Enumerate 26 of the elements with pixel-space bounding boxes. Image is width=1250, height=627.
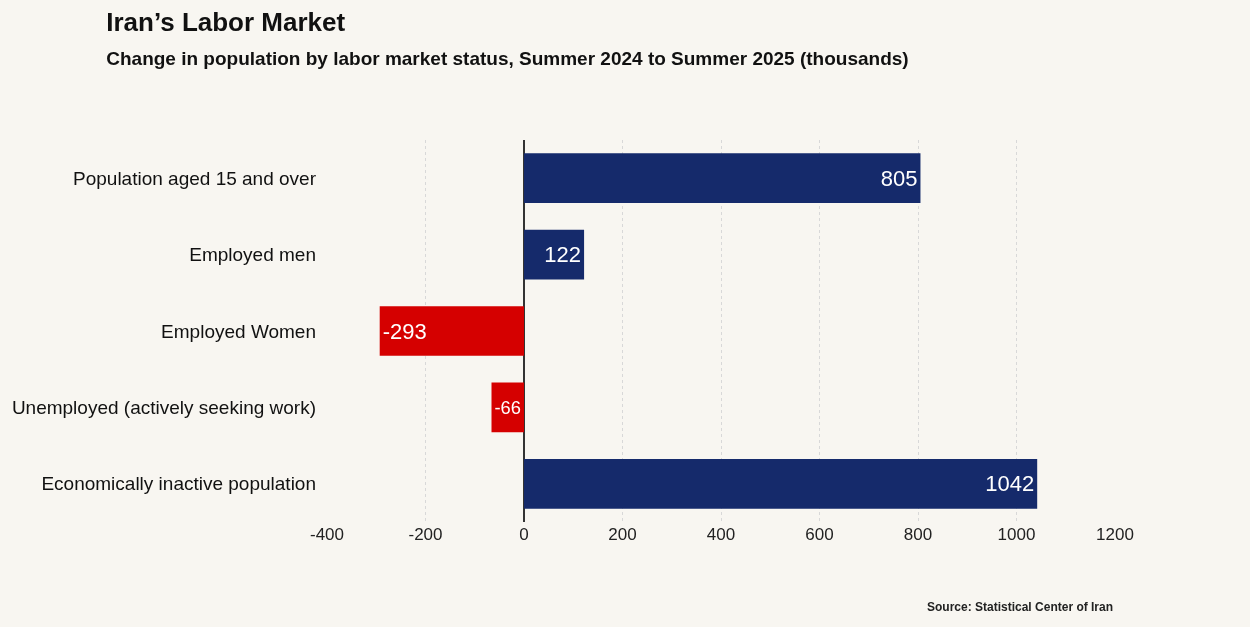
y-tick-label: Economically inactive population (41, 473, 316, 495)
x-tick-label: 0 (519, 525, 529, 544)
data-label: 1042 (985, 471, 1035, 497)
x-tick-label: -200 (408, 525, 443, 544)
data-label: -293 (382, 318, 427, 344)
bar (524, 458, 1038, 509)
chart-subtitle: Change in population by labor market status, Summer 2024 to Summer 2025 (thousands) (106, 48, 909, 70)
x-tick-label: -400 (309, 525, 345, 544)
y-tick-label: Population aged 15 and over (73, 167, 317, 189)
x-tick-label: 1200 (1096, 525, 1134, 544)
source-note: Source: Statistical Center of Iran (927, 600, 1114, 614)
x-tick-label: 600 (805, 525, 834, 544)
x-tick-label: 1000 (997, 525, 1036, 544)
x-tick-label: 200 (608, 525, 637, 544)
bar (379, 306, 524, 356)
y-tick-label: Unemployed (actively seeking work) (11, 397, 316, 419)
x-tick-label: 400 (706, 525, 736, 544)
x-tick-label: 800 (903, 525, 933, 544)
chart-title: Iran’s Labor Market (106, 7, 346, 38)
data-label: -66 (494, 396, 521, 418)
data-label: 805 (880, 165, 918, 191)
bar (524, 153, 921, 204)
bar (524, 229, 585, 280)
y-tick-label: Employed men (189, 244, 316, 266)
y-tick-label: Employed Women (161, 320, 316, 342)
data-label: 122 (544, 242, 582, 268)
